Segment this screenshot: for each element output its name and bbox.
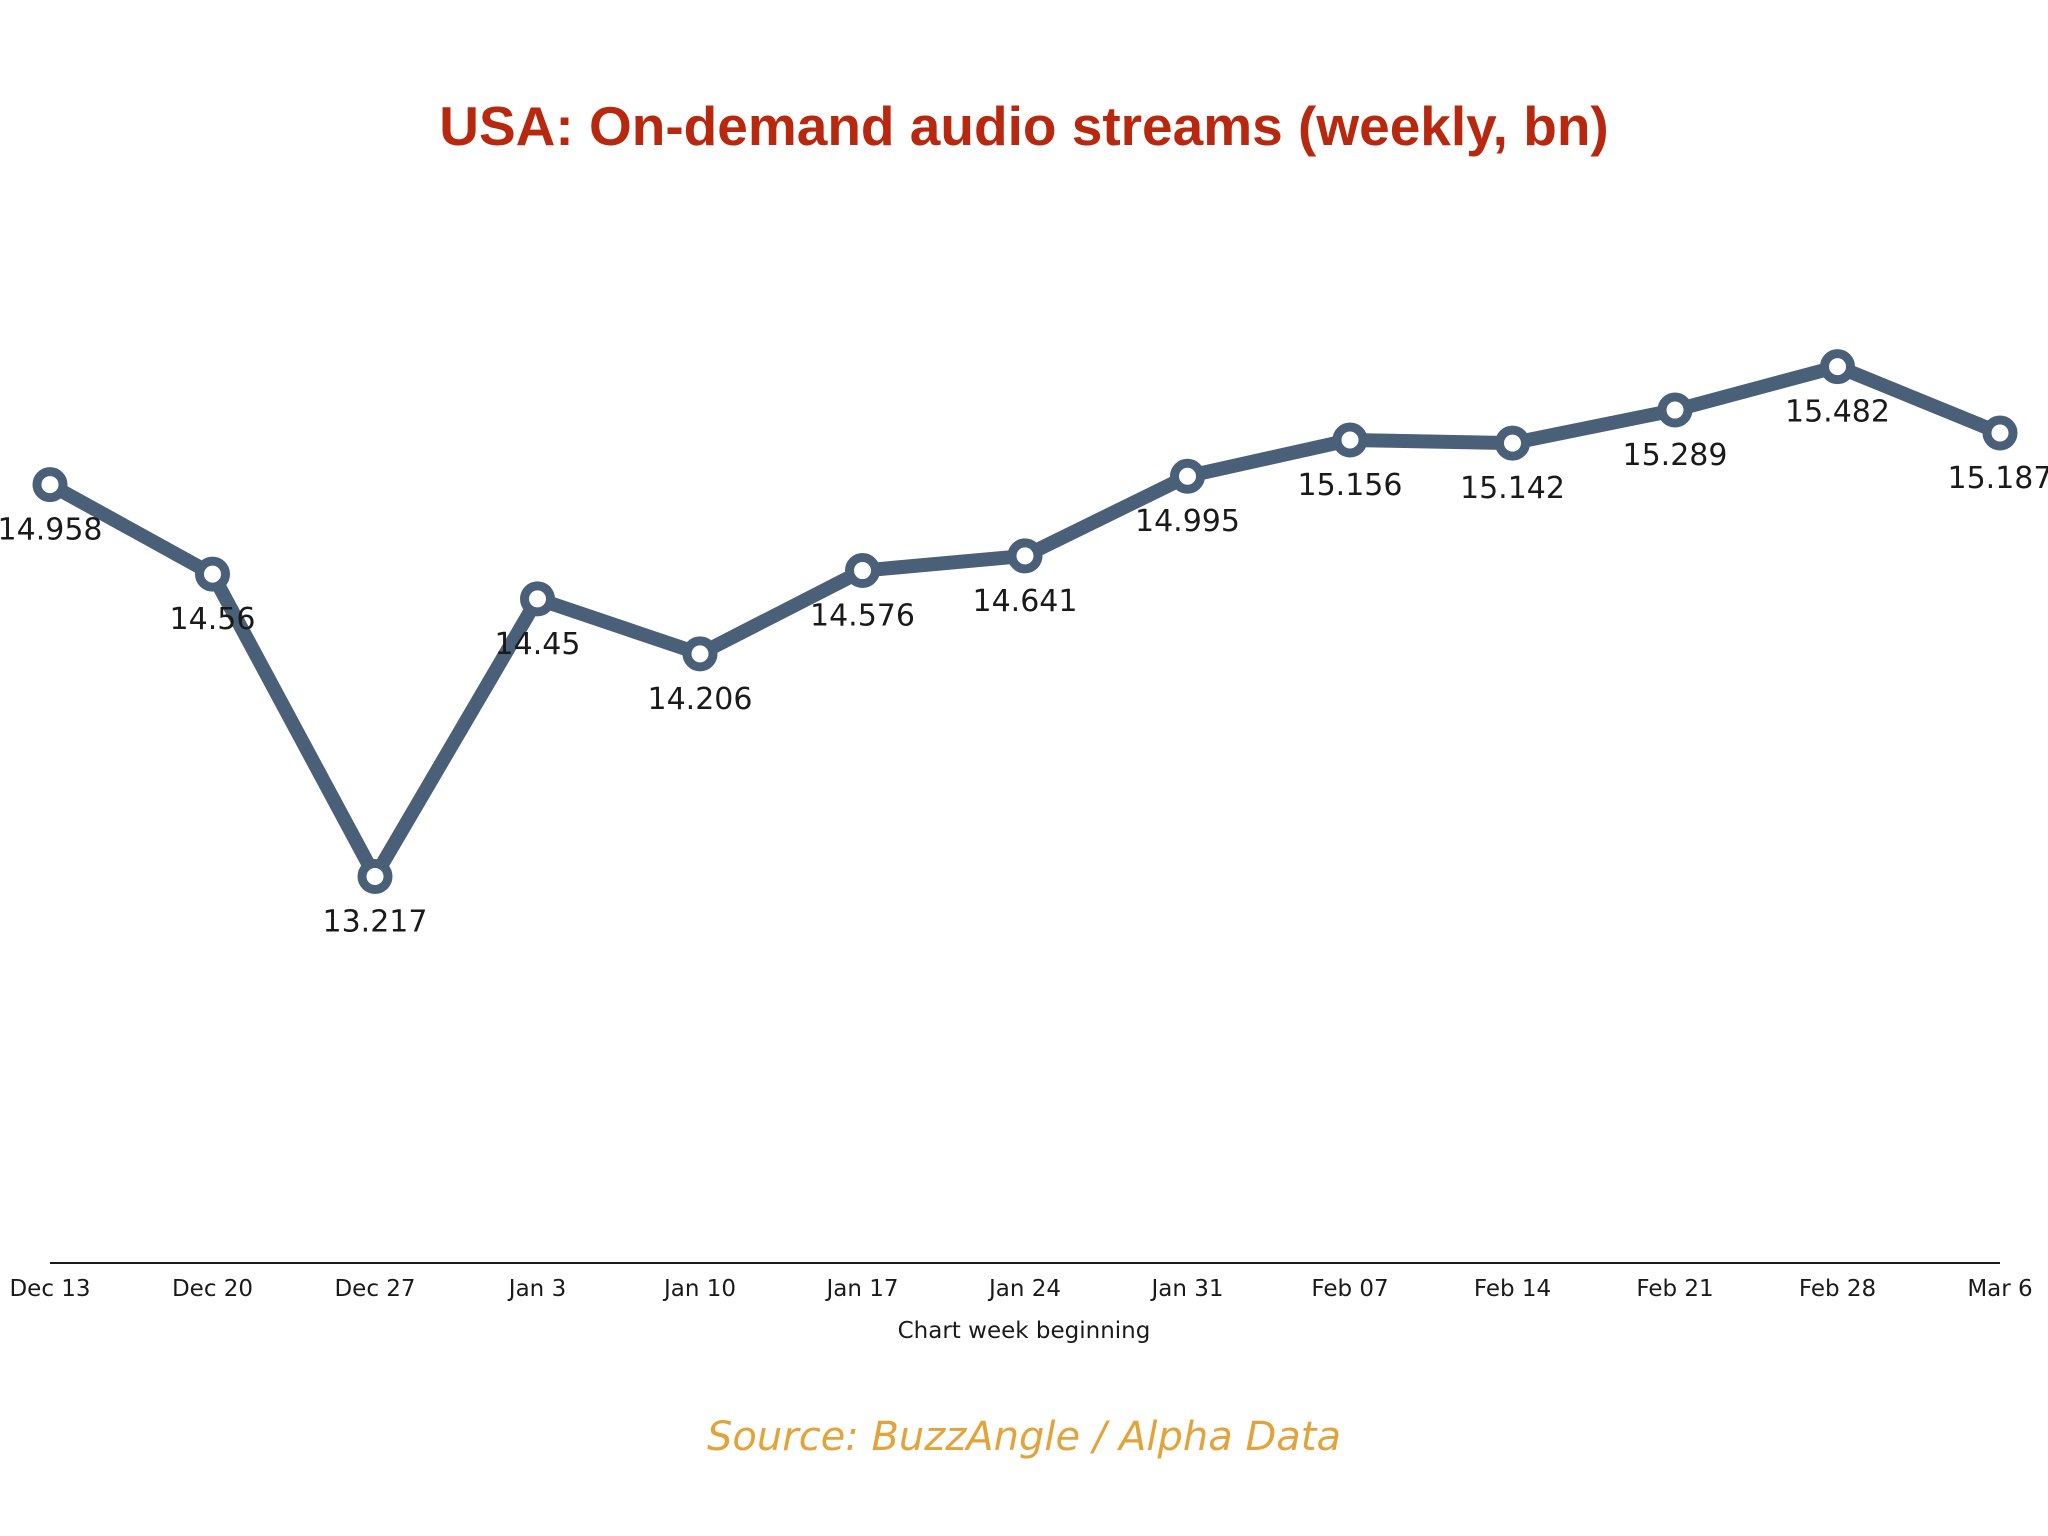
- data-label: 15.289: [1623, 438, 1728, 473]
- data-label: 15.142: [1460, 471, 1565, 506]
- data-label: 14.995: [1135, 504, 1240, 539]
- source-note: Source: BuzzAngle / Alpha Data: [707, 1414, 1341, 1460]
- data-label: 14.641: [973, 584, 1078, 619]
- data-point: [1332, 422, 1368, 458]
- data-point: [520, 581, 555, 617]
- x-tick-label: Feb 21: [1636, 1276, 1713, 1302]
- x-tick-label: Jan 17: [824, 1276, 898, 1302]
- data-label: 15.482: [1785, 395, 1890, 430]
- data-labels: 14.958 14.56 13.217 14.45 14.206 14.576 14.641…: [0, 395, 2048, 940]
- x-tick-label: Dec 20: [172, 1276, 253, 1302]
- data-point: [1982, 415, 2018, 451]
- x-tick-label: Dec 27: [334, 1276, 415, 1302]
- x-axis-ticks: Dec 13 Dec 20 Dec 27 Jan 3 Jan 10 Jan 17 Jan 2…: [9, 1276, 2032, 1302]
- data-label: 14.576: [810, 599, 915, 634]
- data-point: [195, 556, 230, 592]
- data-point: [357, 858, 393, 894]
- data-point: [32, 467, 68, 503]
- x-tick-label: Jan 3: [507, 1276, 566, 1302]
- data-point: [1170, 458, 1205, 494]
- data-point: [682, 636, 718, 672]
- data-label: 15.156: [1298, 468, 1403, 503]
- x-tick-label: Jan 24: [987, 1276, 1061, 1302]
- data-point: [1820, 349, 1855, 385]
- data-point: [845, 553, 880, 589]
- x-tick-label: Jan 31: [1149, 1276, 1223, 1302]
- data-label: 14.56: [170, 602, 256, 637]
- data-label: 13.217: [323, 904, 428, 939]
- data-point: [1007, 538, 1043, 574]
- data-label: 14.958: [0, 513, 102, 548]
- x-axis-title: Chart week beginning: [898, 1318, 1151, 1344]
- data-point: [1495, 425, 1530, 461]
- x-tick-label: Feb 28: [1799, 1276, 1876, 1302]
- x-tick-label: Feb 14: [1474, 1276, 1551, 1302]
- data-point: [1657, 392, 1693, 428]
- chart-title: USA: On-demand audio streams (weekly, bn…: [439, 95, 1608, 157]
- x-tick-label: Mar 6: [1967, 1276, 2032, 1302]
- x-tick-label: Dec 13: [9, 1276, 90, 1302]
- data-points: [32, 349, 2018, 894]
- data-label: 14.45: [495, 627, 581, 662]
- x-tick-label: Jan 10: [662, 1276, 736, 1302]
- data-label: 15.187: [1948, 461, 2048, 496]
- data-label: 14.206: [648, 682, 753, 717]
- x-tick-label: Feb 07: [1311, 1276, 1388, 1302]
